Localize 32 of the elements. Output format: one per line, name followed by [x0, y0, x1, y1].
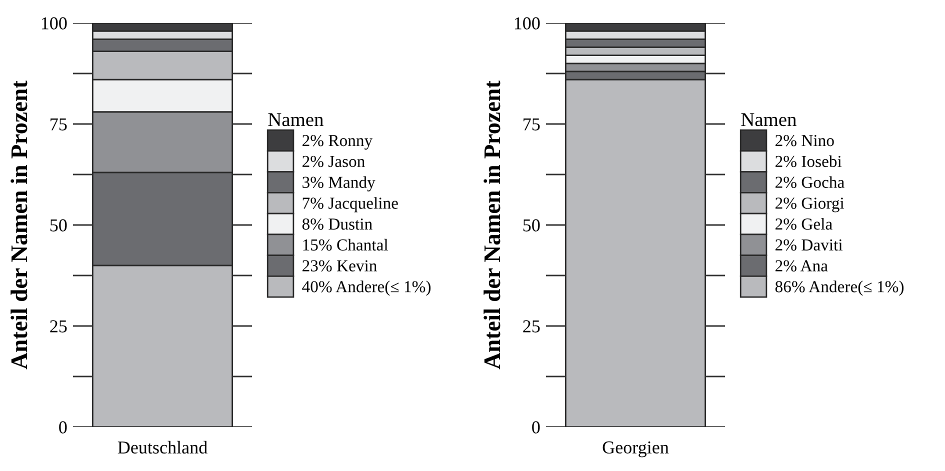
y-tick-label: 100 [514, 17, 540, 30]
legend-title: Namen [741, 113, 796, 126]
legend-label: 2% Ana [776, 260, 828, 272]
x-tick-label: Deutschland [118, 440, 208, 454]
legend-label: 86% Andere(≤ 1%) [775, 280, 904, 296]
y-tick-label: 0 [532, 421, 540, 434]
legend-label: 40% Andere(≤ 1%) [302, 280, 431, 296]
y-tick-label: 100 [42, 17, 67, 30]
legend-label: 2% Jason [302, 156, 365, 168]
legend-label: 2% Gocha [776, 176, 844, 188]
legend-label: 7% Jacqueline [302, 197, 398, 212]
legend-label: 2% Iosebi [776, 155, 842, 168]
y-tick-label: 75 [524, 118, 540, 130]
legend-label: 23% Kevin [302, 260, 377, 272]
legend-label: 15% Chantal [303, 238, 388, 251]
legend-label: 2% Daviti [776, 239, 843, 251]
y-tick-label: 75 [50, 118, 67, 130]
legend-label: 2% Nino [776, 134, 834, 146]
y-axis-title: Anteil der Namen in Prozent [484, 80, 500, 370]
legend-label: 2% Giorgi [776, 198, 844, 212]
legend-label: 3% Mandy [302, 176, 376, 192]
x-tick-label: Georgien [602, 441, 669, 458]
legend-label: 8% Dustin [302, 218, 372, 230]
y-tick-label: 25 [50, 320, 67, 332]
y-tick-label: 50 [523, 219, 540, 232]
y-tick-label: 25 [523, 320, 540, 332]
legend-label: 2% Gela [776, 218, 832, 230]
legend-label: 2% Ronny [302, 134, 373, 150]
legend-title: Namen [268, 113, 324, 126]
y-tick-label: 0 [59, 421, 67, 434]
y-tick-label: 50 [50, 219, 67, 232]
y-axis-title: Anteil der Namen in Prozent [10, 80, 28, 370]
